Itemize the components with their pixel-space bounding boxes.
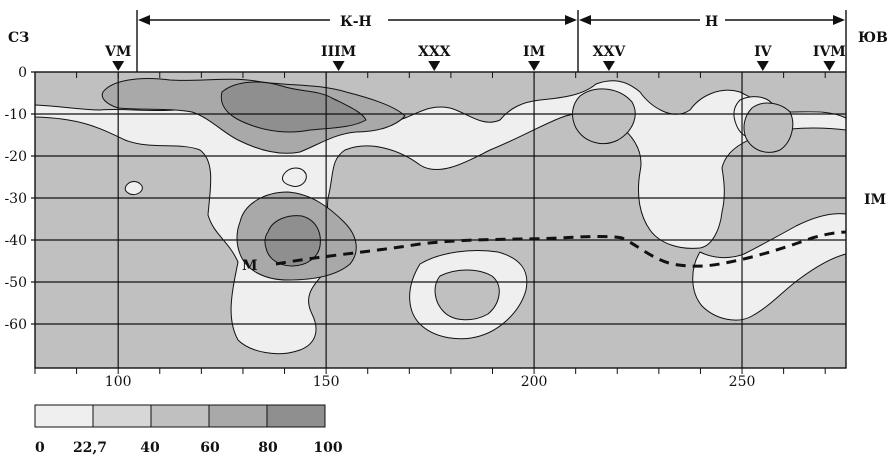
- marker-label-im: IM: [523, 44, 545, 60]
- gridlines: [35, 72, 846, 368]
- y-axis-ticks: 0 -10 -20 -30 -40 -50 -60: [4, 65, 35, 333]
- marker-label-iiim: IIIM: [321, 44, 356, 60]
- y-tick-label: -60: [4, 317, 27, 333]
- marker-triangle-ivm: [823, 61, 836, 71]
- legend-label: 100: [313, 440, 342, 456]
- y-tick-label: -40: [4, 233, 27, 249]
- marker-label-vm: VM: [104, 44, 131, 60]
- x-tick-label: 100: [105, 374, 132, 390]
- span-label-kn: К-Н: [340, 14, 372, 30]
- legend-swatch: [92, 404, 152, 428]
- marker-triangle-vm: [112, 61, 125, 71]
- legend-label: 80: [258, 440, 278, 456]
- marker-triangle-im: [528, 61, 541, 71]
- region-light-main: [34, 80, 847, 355]
- legend-swatch: [208, 404, 268, 428]
- legend: 0 22,7 40 60 80 100: [34, 404, 343, 456]
- marker-label-iv: IV: [754, 44, 773, 60]
- x-axis-ticks: 100 150 200 250: [34, 72, 826, 390]
- region-mid-south: [434, 269, 500, 321]
- y-tick-label: -20: [4, 149, 27, 165]
- marker-triangle-xxx: [428, 61, 441, 71]
- marker-triangle-xxv: [602, 61, 615, 71]
- x-tick-label: 200: [521, 374, 548, 390]
- legend-swatch: [266, 404, 326, 428]
- region-mid-east: [743, 102, 794, 153]
- span-kn: К-Н: [136, 10, 579, 72]
- legend-swatch: [150, 404, 210, 428]
- marker-label-ivm: IVM: [813, 44, 846, 60]
- curve-label-m: M: [242, 258, 258, 274]
- marker-label-xxv: XXV: [593, 44, 627, 60]
- region-darkest-north: [220, 81, 367, 133]
- x-tick-label: 150: [313, 374, 340, 390]
- y-tick-label: 0: [18, 65, 27, 81]
- marker-triangle-iv: [756, 61, 769, 71]
- span-label-n: Н: [705, 14, 718, 30]
- legend-label: 40: [140, 440, 160, 456]
- legend-label: 22,7: [73, 440, 107, 456]
- plot-frame: [34, 71, 847, 369]
- region-light-blob-2: [124, 181, 143, 195]
- region-darkest-center: [264, 215, 321, 267]
- corner-label-right: ЮВ: [858, 30, 888, 46]
- region-mid-northeast: [572, 88, 636, 144]
- corner-label-left: СЗ: [8, 30, 29, 46]
- right-side-label-im: IM: [864, 192, 886, 208]
- marker-label-xxx: XXX: [418, 44, 451, 60]
- region-light-blob-1: [281, 167, 307, 187]
- legend-swatch: [34, 404, 94, 428]
- marker-triangle-iiim: [332, 61, 345, 71]
- span-n: Н: [579, 10, 847, 72]
- y-tick-label: -10: [4, 107, 27, 123]
- marker-group: VM IIIM XXX IM XXV IV IVM: [104, 44, 846, 71]
- legend-label: 60: [200, 440, 220, 456]
- legend-label: 0: [35, 440, 45, 456]
- dashed-curve-m: [275, 230, 847, 268]
- x-tick-label: 250: [729, 374, 756, 390]
- y-tick-label: -30: [4, 191, 27, 207]
- plot-area: M: [34, 71, 847, 369]
- y-tick-label: -50: [4, 275, 27, 291]
